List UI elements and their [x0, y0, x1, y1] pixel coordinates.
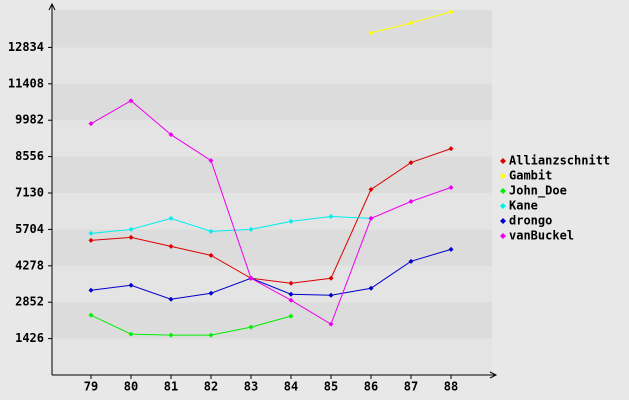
point [88, 287, 94, 293]
legend-marker [500, 188, 506, 194]
grid-band [52, 302, 492, 339]
point [368, 30, 374, 36]
grid-band [52, 229, 492, 266]
y-tick-label: 5704 [15, 222, 44, 236]
legend-marker [500, 218, 506, 224]
point [88, 230, 94, 236]
point [288, 291, 294, 297]
series-line [90, 314, 292, 336]
x-tick-label: 84 [284, 380, 298, 394]
point [328, 213, 334, 219]
point [408, 160, 414, 166]
point [208, 252, 214, 258]
point [368, 285, 374, 291]
legend-label: John_Doe [509, 184, 567, 199]
grid-band [52, 10, 492, 48]
y-tick-label: 9982 [15, 113, 44, 127]
point [168, 243, 174, 249]
point [128, 226, 134, 232]
x-tick-label: 82 [204, 380, 218, 394]
y-tick-label: 2852 [15, 295, 44, 309]
point [248, 275, 254, 281]
x-tick-label: 88 [444, 380, 458, 394]
y-arrow [48, 2, 56, 11]
point [328, 275, 334, 281]
y-tick-label: 1426 [15, 331, 44, 345]
x-tick-label: 83 [244, 380, 258, 394]
point [88, 312, 94, 318]
grid-band [52, 83, 492, 121]
x-tick-label: 79 [84, 380, 98, 394]
point [288, 218, 294, 224]
point [248, 324, 254, 330]
series-line [90, 100, 452, 325]
point [448, 146, 454, 152]
x-tick-label: 87 [404, 380, 418, 394]
point [128, 98, 134, 104]
y-tick-label: 4278 [15, 258, 44, 272]
legend-marker [500, 173, 506, 179]
legend-label: drongo [509, 214, 552, 228]
grid-band [52, 47, 492, 84]
y-tick-label: 7130 [15, 186, 44, 200]
point [408, 258, 414, 264]
x-tick-label: 81 [164, 380, 178, 394]
point [368, 187, 374, 193]
point [168, 332, 174, 338]
x-tick-label: 85 [324, 380, 338, 394]
point [168, 132, 174, 138]
grid-band [52, 338, 492, 375]
grid-band [52, 265, 492, 303]
point [88, 121, 94, 127]
legend-marker [500, 233, 506, 239]
point [408, 198, 414, 204]
series-line [90, 215, 372, 234]
point [288, 297, 294, 303]
legend-marker [500, 203, 506, 209]
grid-band [52, 156, 492, 194]
point [168, 296, 174, 302]
point [288, 280, 294, 286]
legend-label: vanBuckel [509, 229, 574, 243]
legend-label: Gambit [509, 169, 552, 183]
legend-label: Allianzschnitt [509, 154, 610, 168]
grid-band [52, 193, 492, 230]
y-tick-label: 8556 [15, 149, 44, 163]
x-tick-label: 80 [124, 380, 138, 394]
series-line [90, 248, 452, 300]
point [448, 9, 454, 15]
y-tick-label: 11408 [8, 76, 44, 90]
y-tick-label: 12834 [8, 40, 44, 54]
legend-marker [500, 158, 506, 164]
point [328, 321, 334, 327]
point [448, 185, 454, 191]
x-tick-label: 86 [364, 380, 378, 394]
series-line [90, 148, 452, 284]
point [128, 234, 134, 240]
point [288, 313, 294, 319]
grid-band [52, 120, 492, 157]
point [368, 215, 374, 221]
point [328, 292, 334, 298]
point [448, 246, 454, 252]
x-arrow [489, 371, 498, 379]
point [208, 158, 214, 164]
point [128, 282, 134, 288]
point [88, 237, 94, 243]
point [208, 332, 214, 338]
point [248, 226, 254, 232]
legend-label: Kane [509, 199, 538, 213]
point [208, 290, 214, 296]
point [128, 331, 134, 337]
point [408, 20, 414, 26]
point [168, 215, 174, 221]
point [208, 228, 214, 234]
